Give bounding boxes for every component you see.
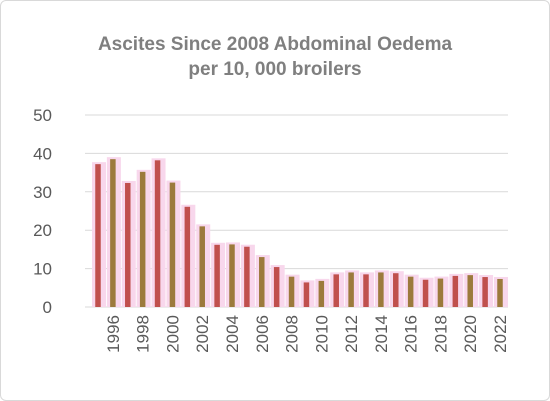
bar-2007 (273, 267, 280, 307)
bar-2012 (348, 272, 354, 307)
bar-1995 (95, 164, 101, 307)
bar-2006 (259, 257, 265, 307)
bar-1996 (110, 159, 116, 307)
bar-2019 (452, 275, 459, 307)
bar-2020 (467, 275, 473, 307)
bar-2005 (244, 246, 250, 307)
y-tick-label: 50 (33, 106, 52, 125)
x-tick-label: 2000 (163, 315, 182, 353)
x-tick-label: 2012 (342, 315, 361, 353)
bar-2021 (482, 277, 488, 307)
y-tick-label: 40 (33, 144, 52, 163)
bar-1999 (154, 160, 161, 307)
bar-1997 (125, 182, 131, 307)
bars (92, 157, 508, 307)
x-tick-label: 1996 (104, 315, 123, 353)
bar-2003 (214, 244, 220, 307)
bar-2014 (378, 272, 384, 307)
chart-title-line-1: Ascites Since 2008 Abdominal Oedema (97, 34, 453, 55)
x-tick-label: 1998 (134, 315, 153, 353)
bar-2022 (497, 278, 503, 307)
x-tick-label: 2008 (283, 315, 302, 353)
bar-2008 (288, 276, 295, 307)
bar-2018 (437, 278, 444, 307)
bar-2010 (318, 280, 325, 307)
x-tick-label: 2020 (461, 315, 480, 353)
bar-2011 (333, 274, 339, 307)
bar-2013 (363, 274, 369, 307)
bar-2002 (199, 226, 205, 307)
bar-2001 (184, 206, 191, 307)
y-tick-label: 0 (43, 298, 52, 317)
bar-2000 (169, 182, 176, 307)
x-axis: 1996 1998 2000 2002 2004 2006 2008 2010 2012 2014… (104, 315, 510, 353)
chart-title-line-2: per 10, 000 broilers (188, 59, 362, 80)
bar-2015 (393, 273, 399, 307)
y-tick-label: 10 (33, 260, 52, 279)
y-tick-label: 30 (33, 183, 52, 202)
x-tick-label: 2014 (372, 315, 391, 353)
bar-2016 (407, 276, 414, 307)
x-tick-label: 2016 (402, 315, 421, 353)
bar-1998 (139, 171, 146, 307)
y-tick-label: 20 (33, 221, 52, 240)
x-tick-label: 2010 (312, 315, 331, 353)
bar-2004 (229, 244, 235, 307)
x-tick-label: 2004 (223, 315, 242, 353)
x-tick-label: 2018 (431, 315, 450, 353)
bar-2017 (422, 279, 429, 307)
y-axis: 0 10 20 30 40 50 (33, 106, 52, 317)
x-tick-label: 2006 (253, 315, 272, 353)
x-tick-label: 2022 (491, 315, 510, 353)
x-tick-label: 2002 (193, 315, 212, 353)
bar-2009 (303, 282, 310, 307)
